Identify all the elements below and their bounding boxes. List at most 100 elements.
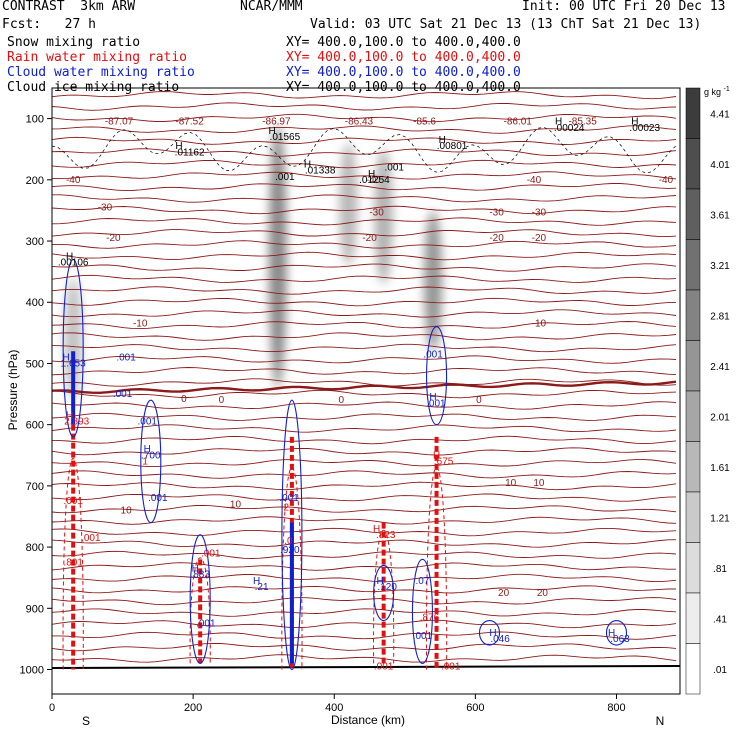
rain-label-12: .675	[434, 456, 454, 467]
isotherm-line-4	[52, 136, 677, 145]
cloud-water-label-10: .001	[426, 398, 446, 409]
header: CONTRAST 3km ARW NCAR/MMM Init: 00 UTC F…	[0, 0, 740, 98]
y-tick-label-7: 800	[26, 542, 44, 554]
cloud-ice-contour-layer	[52, 126, 677, 174]
isotherm-line-29	[52, 424, 677, 433]
isotherm-line-12	[52, 229, 677, 238]
cloud-water-label-2: .001	[116, 352, 136, 363]
temperature-label-24: 0	[476, 395, 482, 406]
x-tick-label-3: 600	[466, 702, 484, 714]
temperature-label-16: -20	[362, 233, 377, 244]
temperature-label-29: 20	[498, 588, 510, 599]
rain-label-9: H	[373, 524, 380, 535]
rain-label-2: .001	[63, 496, 83, 507]
isotherm-line-20	[52, 321, 677, 330]
cloud-water-label-22: H	[489, 628, 496, 639]
isotherm-line-19	[52, 309, 677, 318]
colorbar-swatch-0	[685, 87, 701, 139]
isotherm-line-6	[52, 159, 677, 169]
temperature-label-20: -10	[532, 319, 547, 330]
isotherm-line-16	[52, 274, 677, 283]
field-snow-xy: XY= 400.0,100.0 to 400.0,400.0	[286, 35, 521, 50]
isotherm-line-11	[52, 217, 677, 226]
colorbar-label-10: .41	[713, 614, 727, 625]
isotherm-line-44	[52, 597, 677, 606]
field-snow-label: Snow mixing ratio	[7, 35, 141, 50]
valid-time: Valid: 03 UTC Sat 21 Dec 13 (13 ChT Sat …	[310, 17, 702, 32]
x-tick-label-0: 0	[49, 702, 55, 714]
isotherm-line-8	[52, 183, 677, 192]
x-tick-label-2: 400	[325, 702, 343, 714]
field-rain-xy: XY= 400.0,100.0 to 400.0,400.0	[286, 50, 521, 65]
temperature-label-6: -85.35	[568, 117, 597, 128]
isotherm-line-43	[52, 585, 676, 594]
colorbar-swatch-7	[685, 441, 701, 493]
isotherm-line-49	[52, 654, 677, 663]
snow-column-2	[374, 149, 393, 284]
cloud-water-label-9: H	[429, 392, 436, 403]
isotherm-line-30	[52, 435, 677, 445]
cloud-water-label-8: .001	[423, 349, 443, 360]
temperature-label-21: 0	[181, 394, 187, 405]
isotherm-line-10	[52, 205, 677, 215]
snow-label-2: H	[175, 141, 182, 152]
isotherm-line-35	[52, 493, 677, 502]
temperature-label-8: -40	[366, 175, 381, 186]
colorbar-swatch-3	[685, 239, 701, 291]
temperature-label-17: -20	[489, 233, 504, 244]
rain-label-13: .876	[420, 613, 440, 624]
temperature-label-3: -86.43	[345, 117, 374, 128]
temperature-label-27: 10	[121, 505, 133, 516]
temperature-label-10: -40	[659, 175, 674, 186]
snow-label-7: .01338	[305, 166, 336, 177]
snow-label-17: .00023	[629, 123, 660, 134]
cloud-water-label-4: .001	[138, 417, 158, 428]
cloud-water-label-25: .063	[610, 634, 630, 645]
rain-label-1: 2.893	[64, 417, 89, 428]
freezing-level-line	[52, 380, 677, 395]
rain-contour-0	[62, 458, 84, 670]
y-tick-label-2: 300	[26, 236, 44, 248]
colorbar-label-11: .01	[713, 665, 727, 676]
isotherm-line-7	[52, 171, 677, 180]
temperature-label-22: 0	[219, 395, 225, 406]
temperature-label-7: -40	[66, 175, 81, 186]
isotherm-line-23	[52, 355, 677, 364]
cloud-water-contour-6	[411, 558, 433, 664]
south-end-label: S	[82, 714, 90, 728]
isotherm-line-13	[52, 240, 677, 249]
rain-contour-layer	[62, 424, 448, 670]
cloud-water-contour-7	[478, 619, 501, 646]
y-tick-label-6: 700	[26, 481, 44, 493]
y-tick-label-8: 900	[26, 603, 44, 615]
cloud-water-contour-8	[605, 619, 628, 646]
temperature-label-0: -87.07	[105, 117, 134, 128]
colorbar-swatch-11	[685, 643, 701, 695]
x-tick-label-1: 200	[184, 702, 202, 714]
colorbar-swatch-5	[685, 340, 701, 392]
colorbar-swatch-4	[685, 289, 701, 341]
center-label: NCAR/MMM	[240, 0, 303, 14]
temperature-label-23: 0	[339, 395, 345, 406]
x-tick-label-4: 800	[607, 702, 625, 714]
y-tick-label-5: 600	[26, 420, 44, 432]
rain-label-15: .001	[441, 662, 461, 673]
rain-label-10: .823	[376, 530, 396, 541]
rain-label-8: .001	[201, 548, 221, 559]
y-tick-label-1: 200	[26, 175, 44, 187]
snow-label-9: .001	[384, 163, 404, 174]
cloud-water-label-20: .07	[415, 576, 429, 587]
y-tick-label-0: 100	[26, 114, 44, 126]
colorbar-label-1: 4.01	[710, 160, 730, 171]
colorbar-label-6: 2.01	[710, 412, 730, 423]
isotherm-line-36	[52, 504, 677, 514]
isotherm-line-17	[52, 286, 677, 295]
colorbar-label-2: 3.61	[710, 210, 730, 221]
temperature-label-26: 10	[533, 478, 545, 489]
rain-label-0: H	[66, 411, 73, 422]
cloud-water-contour-5	[373, 564, 395, 622]
temperature-label-15: -20	[106, 233, 121, 244]
isotherm-line-18	[52, 297, 677, 307]
